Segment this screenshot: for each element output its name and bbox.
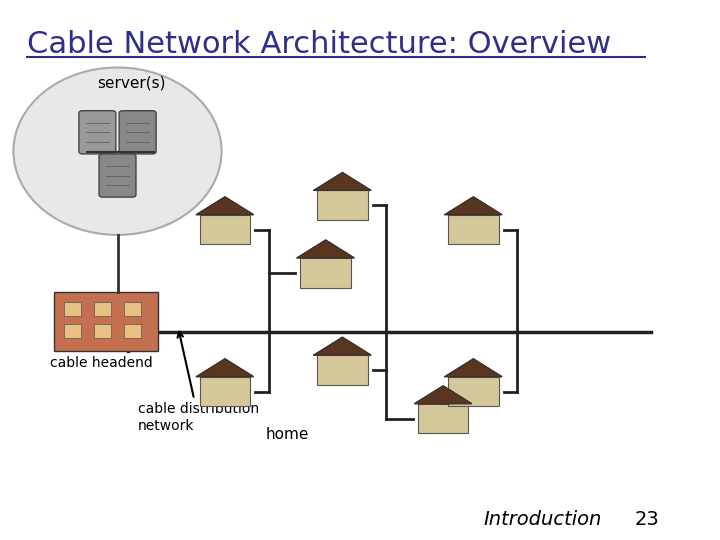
Text: server(s): server(s) <box>97 76 166 91</box>
Polygon shape <box>314 337 371 355</box>
Polygon shape <box>445 359 502 377</box>
FancyBboxPatch shape <box>448 214 498 244</box>
FancyBboxPatch shape <box>318 355 368 384</box>
FancyBboxPatch shape <box>64 302 81 316</box>
Polygon shape <box>297 240 354 258</box>
Polygon shape <box>197 197 253 215</box>
Polygon shape <box>415 386 472 404</box>
Circle shape <box>14 68 222 235</box>
FancyBboxPatch shape <box>418 404 468 433</box>
FancyBboxPatch shape <box>99 154 136 197</box>
FancyBboxPatch shape <box>125 302 141 316</box>
Text: 23: 23 <box>634 510 660 529</box>
FancyBboxPatch shape <box>54 292 158 351</box>
FancyBboxPatch shape <box>94 324 111 338</box>
Text: home: home <box>265 427 309 442</box>
FancyBboxPatch shape <box>125 324 141 338</box>
FancyBboxPatch shape <box>199 214 250 244</box>
FancyBboxPatch shape <box>318 190 368 220</box>
FancyBboxPatch shape <box>448 377 498 406</box>
FancyBboxPatch shape <box>120 111 156 154</box>
Text: Introduction: Introduction <box>483 510 602 529</box>
Polygon shape <box>197 359 253 377</box>
FancyBboxPatch shape <box>300 258 351 287</box>
Text: cable distribution
network: cable distribution network <box>138 332 258 433</box>
Polygon shape <box>445 197 502 215</box>
Polygon shape <box>314 173 371 191</box>
FancyBboxPatch shape <box>94 302 111 316</box>
Text: cable headend: cable headend <box>50 356 153 370</box>
FancyBboxPatch shape <box>64 324 81 338</box>
FancyBboxPatch shape <box>79 111 116 154</box>
FancyBboxPatch shape <box>199 377 250 406</box>
Text: Cable Network Architecture: Overview: Cable Network Architecture: Overview <box>27 30 611 59</box>
